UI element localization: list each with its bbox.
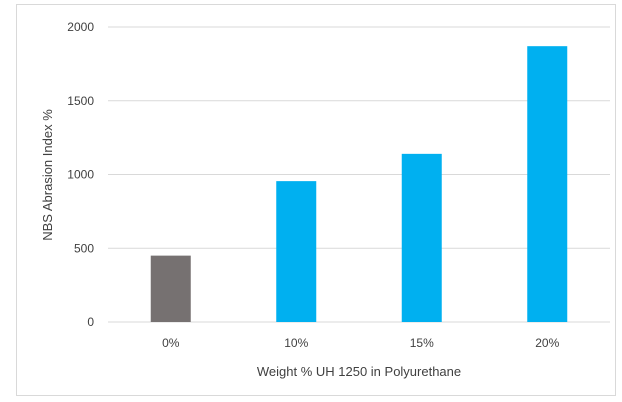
x-axis-title: Weight % UH 1250 in Polyurethane: [257, 364, 461, 379]
x-tick-label: 0%: [162, 336, 180, 350]
y-tick-label: 0: [87, 315, 94, 329]
bar-15pct: [401, 153, 442, 322]
x-tick-label: 15%: [410, 336, 434, 350]
y-tick-label: 1000: [67, 168, 94, 182]
x-tick-labels: 0% 10% 15% 20%: [162, 336, 560, 350]
y-tick-labels: 0 500 1000 1500 2000: [67, 20, 94, 329]
y-axis-title: NBS Abrasion Index %: [40, 109, 55, 241]
gridlines: [108, 26, 610, 323]
bar-10pct: [276, 181, 317, 322]
bars: [150, 46, 568, 323]
bar-20pct: [527, 46, 568, 323]
y-tick-label: 500: [74, 241, 94, 255]
bar-0pct: [150, 255, 191, 322]
y-tick-label: 1500: [67, 94, 94, 108]
x-tick-label: 20%: [535, 336, 559, 350]
x-tick-label: 10%: [284, 336, 308, 350]
y-tick-label: 2000: [67, 20, 94, 34]
